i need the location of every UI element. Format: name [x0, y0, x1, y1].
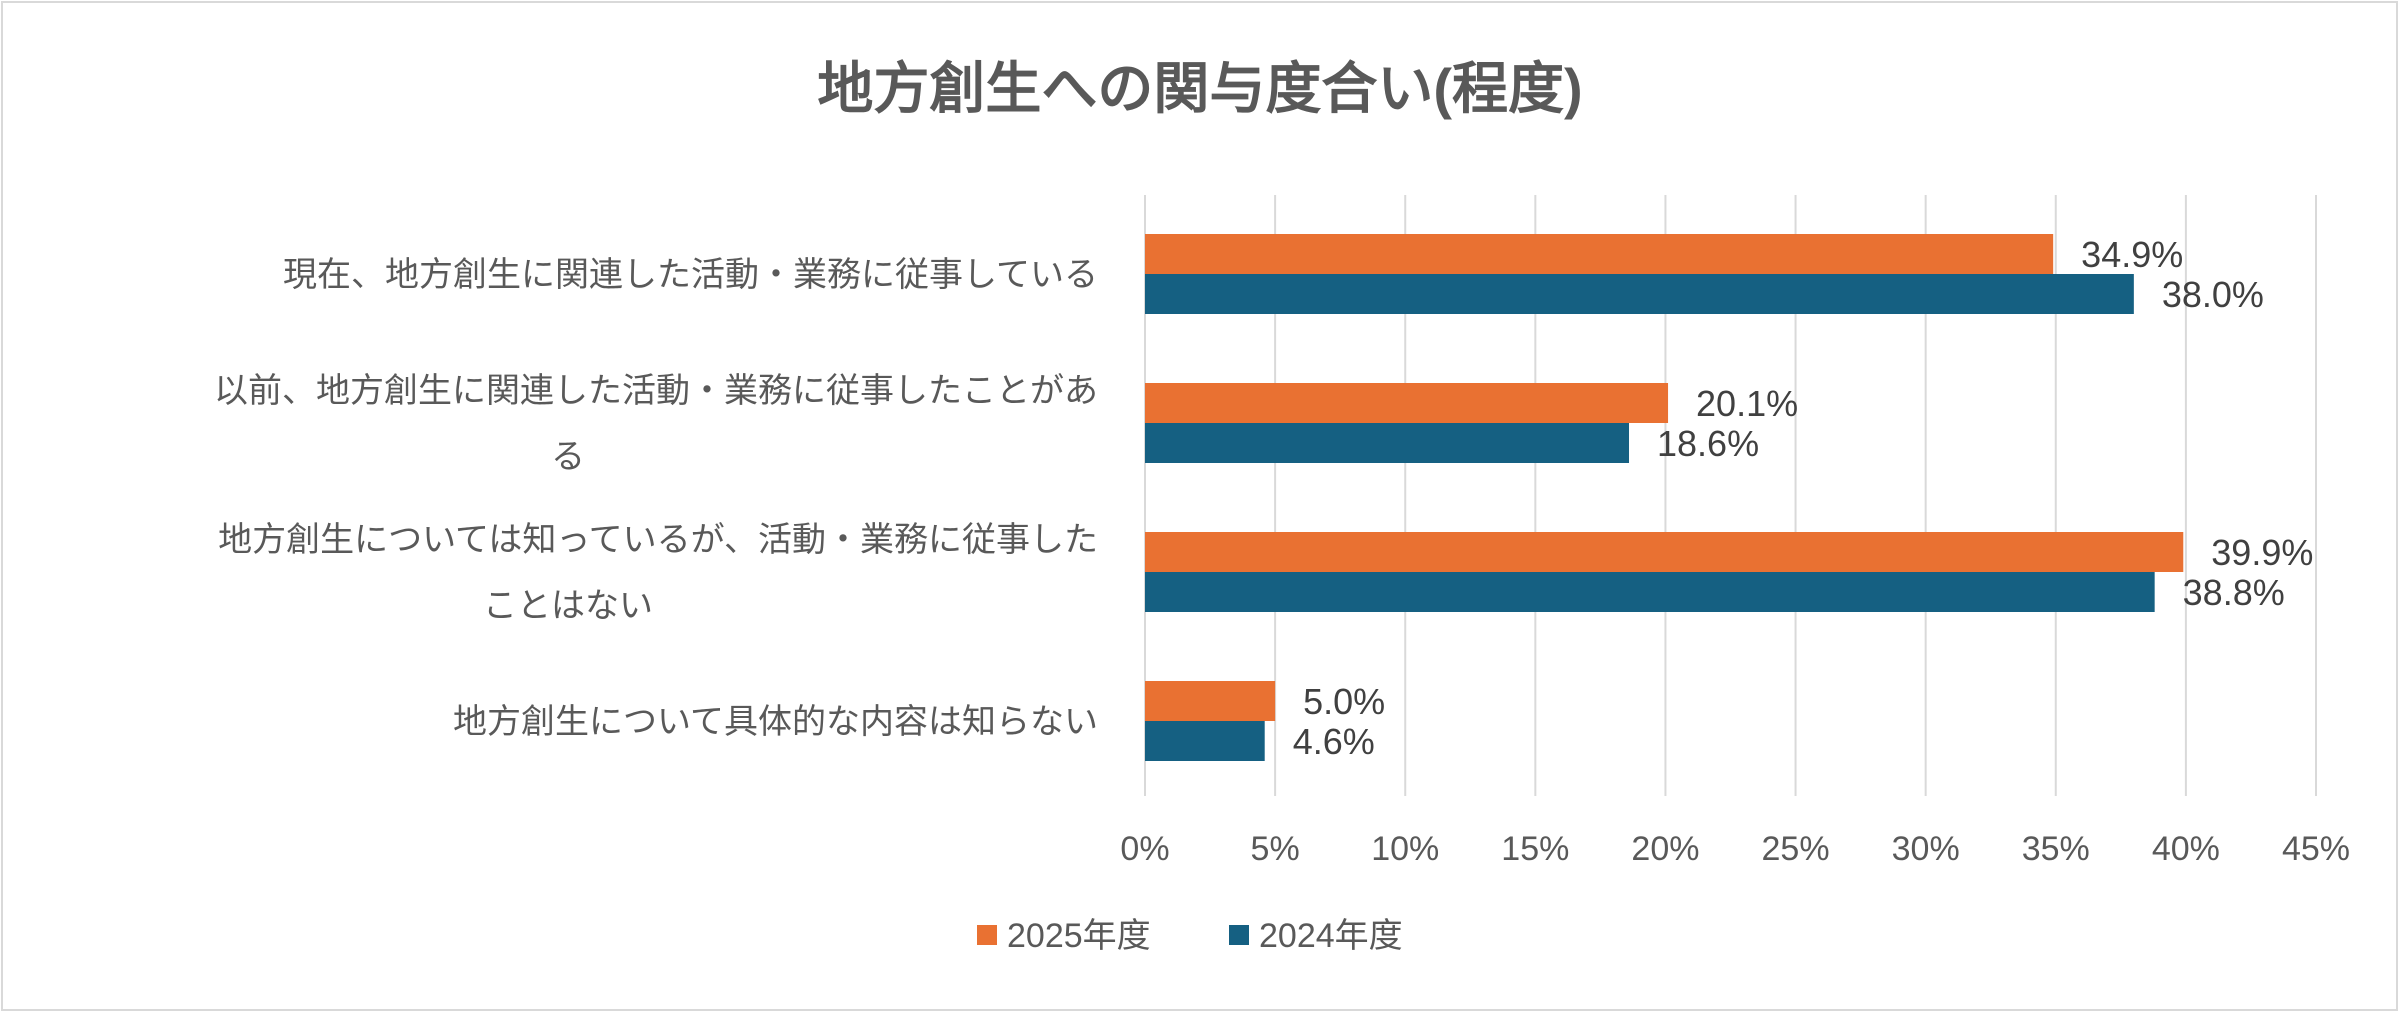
data-label: 4.6%: [1293, 721, 1375, 762]
x-tick-label: 20%: [1631, 830, 1699, 868]
data-label: 20.1%: [1696, 383, 1798, 424]
category-label: 地方創生について具体的な内容は知らない: [453, 703, 1098, 741]
category-label: 以前、地方創生に関連した活動・業務に従事したことがあ: [214, 372, 1098, 410]
data-label: 39.9%: [2211, 532, 2313, 573]
data-label: 38.8%: [2183, 572, 2285, 613]
category-label: ことはない: [483, 587, 653, 625]
chart-title: 地方創生への関与度合い(程度): [817, 57, 1582, 120]
x-tick-label: 35%: [2022, 830, 2090, 868]
legend-swatch: [977, 925, 997, 945]
x-tick-label: 5%: [1251, 830, 1300, 868]
x-tick-label: 15%: [1501, 830, 1569, 868]
bar-2024年度-2: [1145, 572, 2155, 612]
category-label: 地方創生については知っているが、活動・業務に従事した: [218, 521, 1098, 559]
data-label: 18.6%: [1657, 423, 1759, 464]
x-tick-label: 25%: [1762, 830, 1830, 868]
data-label: 38.0%: [2162, 274, 2264, 315]
category-label: 現在、地方創生に関連した活動・業務に従事している: [283, 256, 1098, 294]
x-tick-label: 45%: [2282, 830, 2350, 868]
bar-2025年度-0: [1145, 234, 2054, 274]
x-tick-label: 40%: [2152, 830, 2220, 868]
legend-label: 2024年度: [1259, 917, 1403, 955]
bar-2024年度-1: [1145, 423, 1630, 463]
category-label: る: [551, 438, 585, 476]
data-label: 5.0%: [1303, 681, 1385, 722]
legend-swatch: [1229, 925, 1249, 945]
bar-2024年度-3: [1145, 721, 1265, 761]
x-tick-label: 0%: [1120, 830, 1169, 868]
data-label: 34.9%: [2081, 234, 2183, 275]
bar-2025年度-3: [1145, 681, 1276, 721]
x-tick-label: 30%: [1892, 830, 1960, 868]
bar-2025年度-2: [1145, 532, 2184, 572]
legend-label: 2025年度: [1007, 917, 1151, 955]
x-tick-label: 10%: [1371, 830, 1439, 868]
bar-2025年度-1: [1145, 383, 1669, 423]
bar-2024年度-0: [1145, 274, 2134, 314]
